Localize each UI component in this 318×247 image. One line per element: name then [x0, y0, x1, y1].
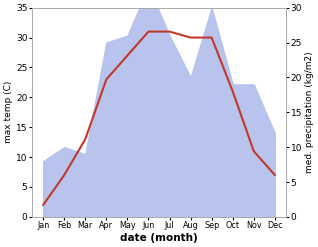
- X-axis label: date (month): date (month): [120, 233, 198, 243]
- Y-axis label: med. precipitation (kg/m2): med. precipitation (kg/m2): [305, 51, 314, 173]
- Y-axis label: max temp (C): max temp (C): [4, 81, 13, 144]
